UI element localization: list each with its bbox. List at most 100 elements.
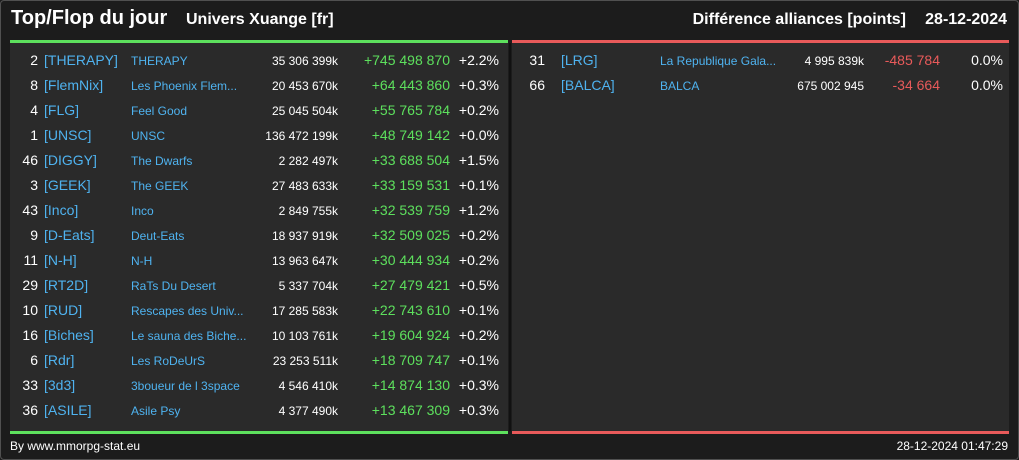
alliance-tag-link[interactable]: [RT2D]: [44, 277, 89, 293]
rank: 33: [22, 377, 38, 393]
header-date: 28-12-2024: [925, 11, 1007, 28]
alliance-tag-link[interactable]: [DIGGY]: [44, 152, 97, 168]
alliance-tag-link[interactable]: [GEEK]: [44, 177, 91, 193]
alliance-tag-link[interactable]: [N-H]: [44, 252, 77, 268]
points-difference: +13 467 309: [371, 402, 450, 418]
alliance-tag-link[interactable]: [THERAPY]: [44, 52, 118, 68]
alliance-name-link[interactable]: La Republique Gala...: [660, 54, 777, 68]
percent-change: 0.0%: [971, 77, 1003, 93]
flop-bar-upper: [512, 40, 1009, 43]
alliance-tag-link[interactable]: [ASILE]: [44, 402, 92, 418]
alliance-points: 23 253 511k: [272, 354, 338, 368]
rank: 10: [22, 302, 38, 318]
points-difference: +14 874 130: [371, 377, 450, 393]
top-row: 8 [FlemNix] Les Phoenix Flem... 20 453 670k…: [10, 73, 508, 98]
alliance-tag-link[interactable]: [Rdr]: [44, 352, 75, 368]
flop-bar-lower: [512, 431, 1009, 434]
rank: 66: [529, 77, 545, 93]
rank: 46: [22, 152, 38, 168]
footer-timestamp: 28-12-2024 01:47:29: [896, 439, 1008, 453]
points-difference: +33 688 504: [371, 152, 450, 168]
metric-title: Différence alliances [points]: [692, 11, 906, 28]
points-difference: +27 479 421: [371, 277, 450, 293]
page-title: Top/Flop du jour: [11, 7, 168, 29]
alliance-tag-link[interactable]: [FlemNix]: [44, 77, 104, 93]
percent-change: +0.2%: [458, 252, 499, 268]
top-bar-upper: [10, 40, 508, 43]
top-row: 43 [Inco] Inco 2 849 755k +32 539 759 +1.2%: [10, 198, 508, 223]
alliance-tag-link[interactable]: [3d3]: [44, 377, 76, 393]
top-row: 33 [3d3] 3boueur de l 3space 4 546 410k +14 …: [10, 373, 508, 398]
flop-panel: 31 [LRG] La Republique Gala... 4 995 839k -4…: [512, 40, 1009, 433]
top-row: 6 [Rdr] Les RoDeUrS 23 253 511k +18 709 747 +…: [10, 348, 508, 373]
alliance-points: 17 285 583k: [271, 304, 338, 318]
points-difference: +22 743 610: [371, 302, 450, 318]
rank: 8: [30, 77, 38, 93]
alliance-points: 136 472 199k: [265, 129, 338, 143]
percent-change: +0.3%: [458, 377, 499, 393]
points-difference: -485 784: [884, 52, 940, 68]
percent-change: +0.1%: [458, 352, 499, 368]
percent-change: +0.1%: [458, 177, 499, 193]
rank: 11: [23, 252, 38, 268]
rank: 3: [30, 177, 38, 193]
rank: 36: [22, 402, 38, 418]
percent-change: +2.2%: [458, 52, 499, 68]
points-difference: +64 443 860: [371, 77, 450, 93]
top-row: 36 [ASILE] Asile Psy 4 377 490k +13 467 309 +…: [10, 398, 508, 423]
percent-change: +1.2%: [458, 202, 499, 218]
top-row: 11 [N-H] N-H 13 963 647k +30 444 934 +0.2%: [10, 248, 508, 273]
points-difference: +18 709 747: [371, 352, 450, 368]
top-row: 10 [RUD] Rescapes des Univ... 17 285 583k +2…: [10, 298, 508, 323]
alliance-tag-link[interactable]: [D-Eats]: [44, 227, 95, 243]
alliance-tag-link[interactable]: [Biches]: [44, 327, 94, 343]
alliance-tag-link[interactable]: [LRG]: [561, 52, 598, 68]
alliance-tag-link[interactable]: [UNSC]: [44, 127, 92, 143]
rank: 2: [30, 52, 38, 68]
alliance-points: 2 282 497k: [278, 154, 338, 168]
alliance-points: 27 483 633k: [271, 179, 338, 193]
points-difference: +19 604 924: [371, 327, 450, 343]
top-list: 2 [THERAPY] THERAPY 35 306 399k +745 498 870…: [10, 48, 508, 423]
top-row: 2 [THERAPY] THERAPY 35 306 399k +745 498 870…: [10, 48, 508, 73]
percent-change: +0.2%: [458, 102, 499, 118]
flop-list: 31 [LRG] La Republique Gala... 4 995 839k -4…: [512, 48, 1009, 98]
top-row: 4 [FLG] Feel Good 25 045 504k +55 765 784 +0.…: [10, 98, 508, 123]
alliance-tag-link[interactable]: [RUD]: [44, 302, 83, 318]
rank: 29: [22, 277, 38, 293]
alliance-points: 4 546 410k: [278, 379, 338, 393]
percent-change: +0.5%: [458, 277, 499, 293]
top-row: 46 [DIGGY] The Dwarfs 2 282 497k +33 688 504…: [10, 148, 508, 173]
panel-divider: [509, 43, 511, 431]
alliance-name-link[interactable]: BALCA: [660, 79, 700, 93]
alliance-tag-link[interactable]: [BALCA]: [561, 77, 615, 93]
top-bar-lower: [10, 431, 508, 434]
alliance-points: 4 995 839k: [804, 54, 864, 68]
top-row: 9 [D-Eats] Deut-Eats 18 937 919k +32 509 025…: [10, 223, 508, 248]
rank: 43: [22, 202, 38, 218]
alliance-tag-link[interactable]: [Inco]: [44, 202, 79, 218]
points-difference: +48 749 142: [371, 127, 450, 143]
percent-change: +1.5%: [458, 152, 499, 168]
points-difference: +32 539 759: [371, 202, 450, 218]
alliance-points: 10 103 761k: [271, 329, 338, 343]
top-row: 3 [GEEK] The GEEK 27 483 633k +33 159 531 +0.…: [10, 173, 508, 198]
rank: 16: [22, 327, 38, 343]
points-difference: +55 765 784: [371, 102, 450, 118]
alliance-tag-link[interactable]: [FLG]: [44, 102, 80, 118]
alliance-points: 18 937 919k: [271, 229, 338, 243]
alliance-points: 35 306 399k: [271, 54, 338, 68]
points-difference: +32 509 025: [371, 227, 450, 243]
header: Top/Flop du jour Univers Xuange [fr] Dif…: [0, 0, 1019, 40]
percent-change: +0.2%: [458, 327, 499, 343]
alliance-points: 675 002 945: [797, 79, 864, 93]
rank: 31: [529, 52, 545, 68]
points-difference: +745 498 870: [363, 52, 450, 68]
percent-change: +0.3%: [458, 77, 499, 93]
rank: 9: [30, 227, 38, 243]
rank: 6: [30, 352, 38, 368]
top-row: 29 [RT2D] RaTs Du Desert 5 337 704k +27 479 …: [10, 273, 508, 298]
percent-change: 0.0%: [971, 52, 1003, 68]
alliance-points: 2 849 755k: [278, 204, 338, 218]
flop-row: 31 [LRG] La Republique Gala... 4 995 839k -4…: [512, 48, 1009, 73]
